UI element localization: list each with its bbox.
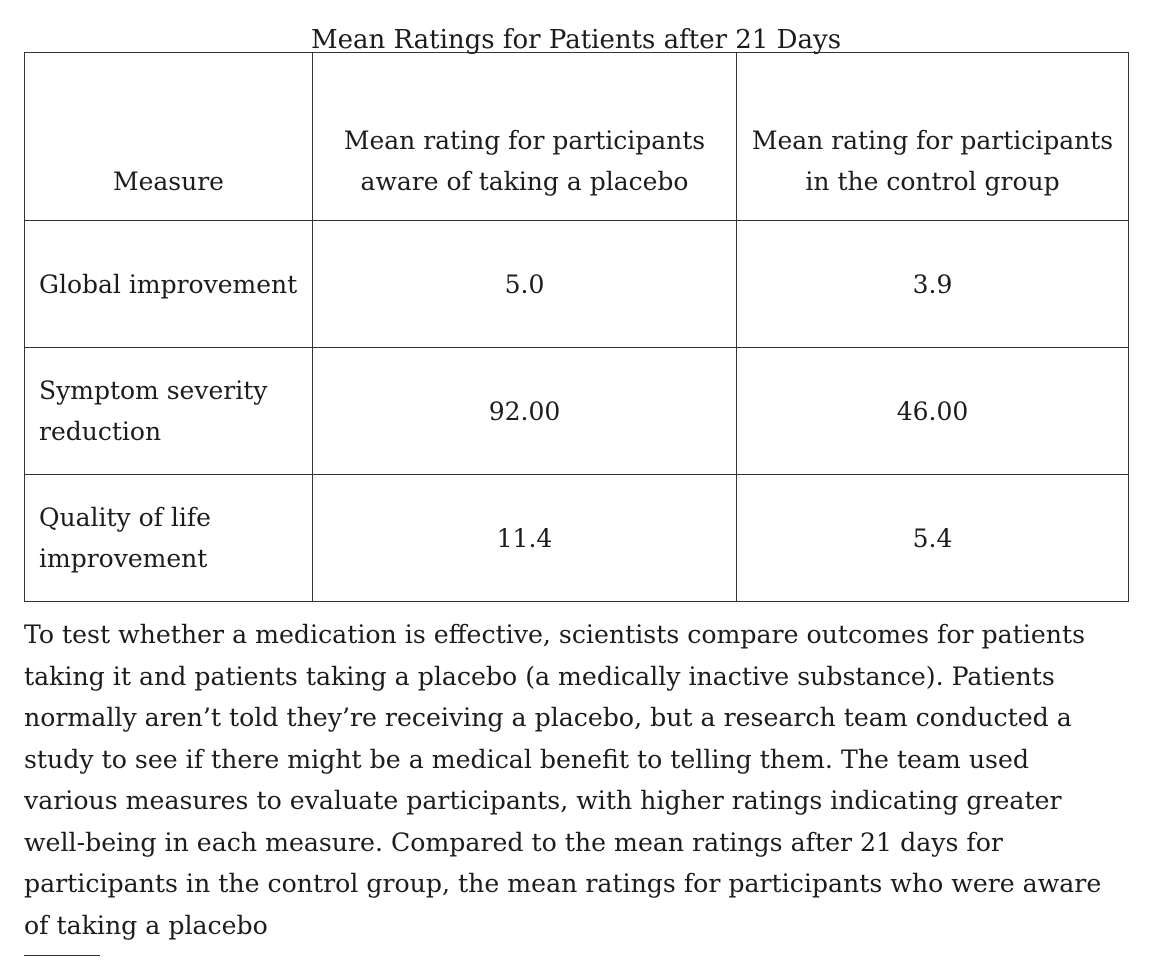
table-caption: Mean Ratings for Patients after 21 Days <box>310 25 842 55</box>
header-control-group: Mean rating for participants in the cont… <box>736 52 1129 221</box>
header-measure: Measure <box>24 52 313 221</box>
document-page: Mean Ratings for Patients after 21 Days … <box>24 0 1129 946</box>
aware-value-cell: 5.0 <box>312 220 737 348</box>
table-row: Symptom severity reduction 92.00 46.00 <box>24 347 1129 475</box>
control-value-cell: 46.00 <box>736 347 1129 475</box>
measure-cell: Quality of life improvement <box>24 474 313 602</box>
control-value-cell: 5.4 <box>736 474 1129 602</box>
measure-cell: Symptom severity reduction <box>24 347 313 475</box>
measure-cell: Global improvement <box>24 220 313 348</box>
ratings-table: Measure Mean rating for participants awa… <box>24 52 1129 602</box>
question-passage: To test whether a medication is effectiv… <box>24 620 1102 940</box>
aware-value-cell: 92.00 <box>312 347 737 475</box>
table-row: Global improvement 5.0 3.9 <box>24 220 1129 348</box>
aware-value-cell: 11.4 <box>312 474 737 602</box>
header-aware-placebo: Mean rating for participants aware of ta… <box>312 52 737 221</box>
table-row: Quality of life improvement 11.4 5.4 <box>24 474 1129 602</box>
answer-blank <box>24 955 100 956</box>
control-value-cell: 3.9 <box>736 220 1129 348</box>
table-header-row: Measure Mean rating for participants awa… <box>24 52 1129 221</box>
